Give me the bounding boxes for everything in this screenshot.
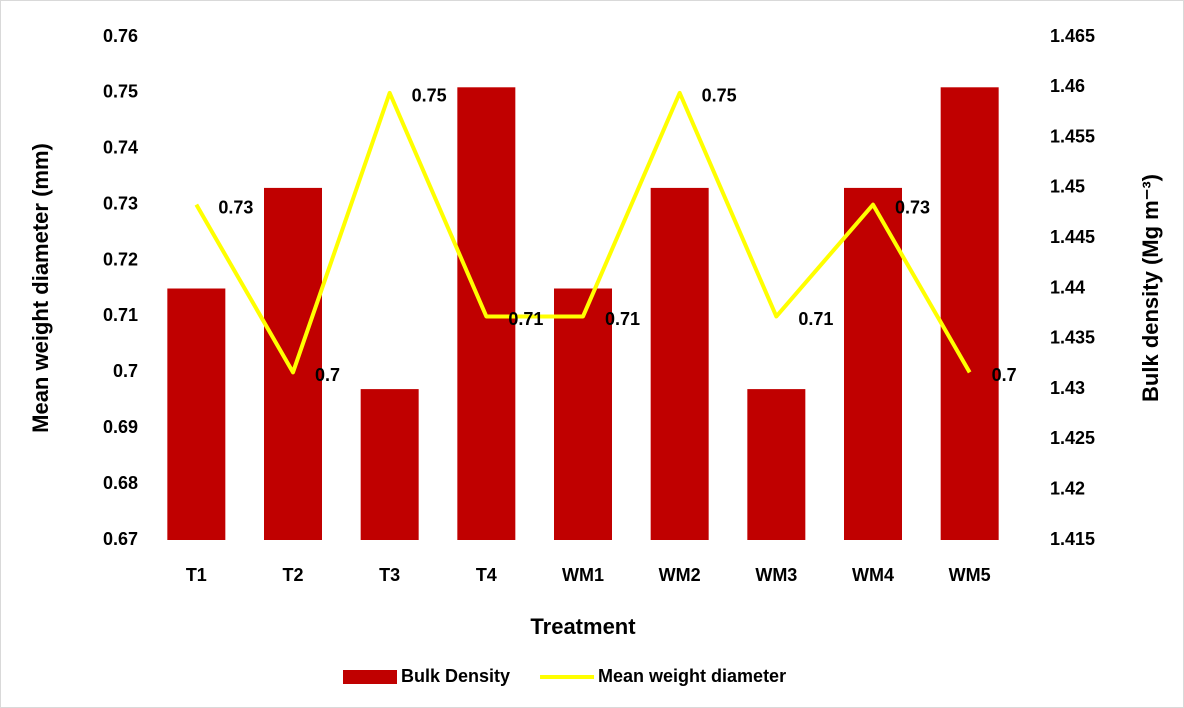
bar bbox=[360, 389, 419, 540]
y2-tick-label: 1.46 bbox=[1050, 76, 1085, 96]
bar bbox=[650, 187, 709, 540]
data-label: 0.7 bbox=[992, 365, 1017, 385]
y-tick-label: 0.7 bbox=[113, 361, 138, 381]
y2-tick-label: 1.425 bbox=[1050, 428, 1095, 448]
y-tick-label: 0.75 bbox=[103, 82, 138, 102]
y2-tick-label: 1.435 bbox=[1050, 328, 1095, 348]
y-axis-title: Mean weight diameter (mm) bbox=[28, 143, 53, 433]
bar bbox=[554, 288, 612, 540]
y2-tick-label: 1.455 bbox=[1050, 126, 1095, 146]
data-label: 0.75 bbox=[412, 86, 447, 106]
bar bbox=[940, 87, 999, 541]
y2-tick-label: 1.465 bbox=[1050, 26, 1095, 46]
y-tick-label: 0.67 bbox=[103, 529, 138, 549]
x-tick-label: WM2 bbox=[659, 565, 701, 585]
bar bbox=[264, 187, 322, 540]
y2-tick-label: 1.415 bbox=[1050, 529, 1095, 549]
line bbox=[194, 90, 972, 375]
legend-label: Bulk Density bbox=[401, 666, 510, 686]
data-label: 0.73 bbox=[218, 197, 253, 217]
data-label: 0.75 bbox=[702, 86, 737, 106]
y2-tick-label: 1.44 bbox=[1050, 277, 1085, 297]
x-tick-label: T1 bbox=[186, 565, 207, 585]
x-tick-label: T3 bbox=[379, 565, 400, 585]
y-tick-label: 0.71 bbox=[103, 305, 138, 325]
x-tick-label: WM3 bbox=[755, 565, 797, 585]
data-label: 0.71 bbox=[508, 309, 543, 329]
data-label: 0.71 bbox=[605, 309, 640, 329]
bar bbox=[747, 389, 806, 540]
legend-swatch bbox=[343, 670, 397, 684]
y-tick-label: 0.69 bbox=[103, 417, 138, 437]
x-tick-label: WM1 bbox=[562, 565, 604, 585]
y2-axis-title: Bulk density (Mg m⁻³) bbox=[1138, 174, 1163, 402]
x-tick-label: T2 bbox=[282, 565, 303, 585]
y-tick-label: 0.73 bbox=[103, 193, 138, 213]
x-axis-title: Treatment bbox=[530, 614, 636, 639]
bar bbox=[167, 288, 226, 540]
x-tick-label: WM4 bbox=[852, 565, 894, 585]
y2-tick-label: 1.43 bbox=[1050, 378, 1085, 398]
x-tick-label: T4 bbox=[476, 565, 497, 585]
data-label: 0.7 bbox=[315, 365, 340, 385]
legend-label: Mean weight diameter bbox=[598, 666, 786, 686]
y2-tick-label: 1.45 bbox=[1050, 177, 1085, 197]
data-label: 0.71 bbox=[798, 309, 833, 329]
y-tick-label: 0.74 bbox=[103, 138, 138, 158]
y2-tick-label: 1.42 bbox=[1050, 478, 1085, 498]
y-tick-label: 0.68 bbox=[103, 473, 138, 493]
bar bbox=[844, 187, 902, 540]
data-label: 0.73 bbox=[895, 197, 930, 217]
y-tick-label: 0.76 bbox=[103, 26, 138, 46]
y-tick-label: 0.72 bbox=[103, 249, 138, 269]
y2-tick-label: 1.445 bbox=[1050, 227, 1095, 247]
x-tick-label: WM5 bbox=[949, 565, 991, 585]
